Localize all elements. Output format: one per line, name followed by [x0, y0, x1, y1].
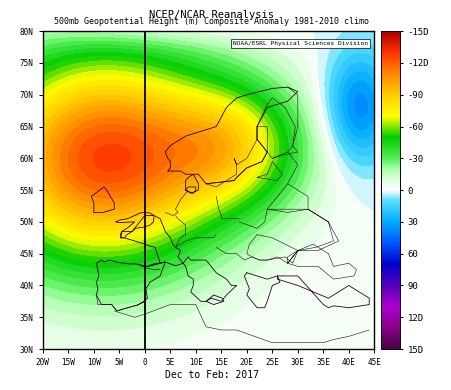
Text: Dec to Feb: 2017: Dec to Feb: 2017: [165, 370, 259, 380]
Text: 500mb Geopotential Height (m) Composite Anomaly 1981-2010 climo: 500mb Geopotential Height (m) Composite …: [55, 17, 369, 26]
Text: NCEP/NCAR Reanalysis: NCEP/NCAR Reanalysis: [149, 10, 275, 20]
Text: NOAA/ESRL Physical Sciences Division: NOAA/ESRL Physical Sciences Division: [233, 41, 368, 46]
